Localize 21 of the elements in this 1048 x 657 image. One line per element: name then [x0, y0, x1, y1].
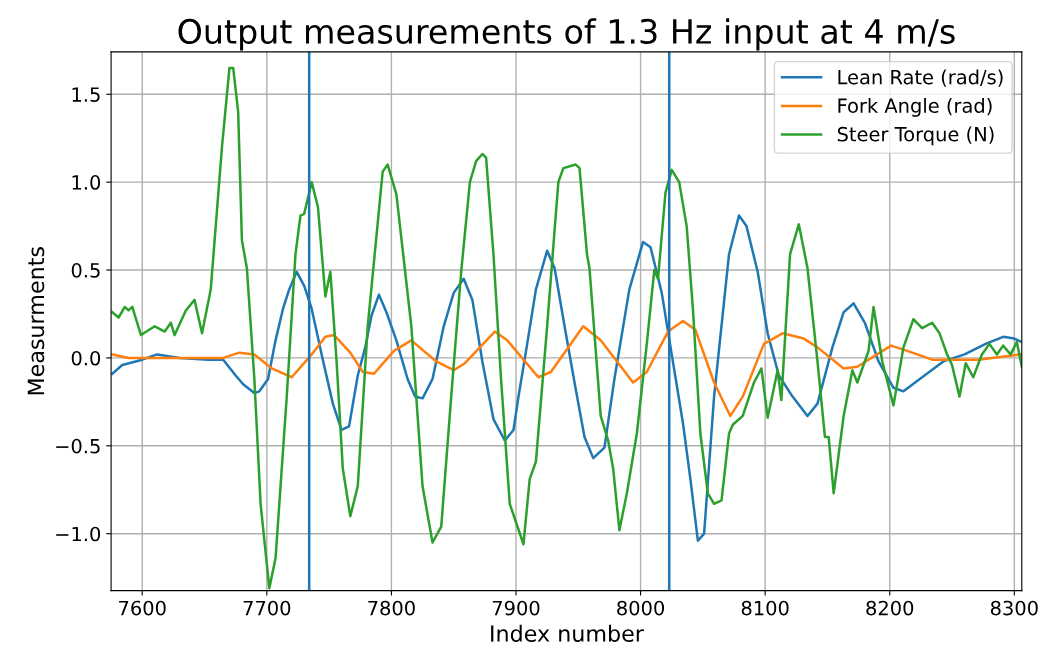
y-tick-label: 0.5 — [71, 262, 100, 278]
x-tick-label: 8300 — [990, 600, 1038, 616]
x-tick-label: 7900 — [492, 600, 540, 616]
chart-title: Output measurements of 1.3 Hz input at 4 m/s — [178, 18, 955, 51]
x-axis-title: Index number — [491, 624, 644, 642]
legend-label: Lean Rate (rad/s) — [838, 69, 1003, 87]
x-tick-label: 8000 — [617, 600, 665, 616]
y-axis-title: Measurments — [27, 247, 45, 395]
y-tick-label: 1.5 — [72, 87, 100, 102]
x-tick-label: 7800 — [368, 600, 415, 616]
x-tick-label: 8100 — [741, 600, 789, 616]
x-tick-label: 8200 — [866, 600, 914, 616]
legend-label: Fork Angle (rad) — [838, 97, 992, 117]
y-tick-label: −1.0 — [56, 526, 101, 542]
line-series — [111, 319, 1022, 418]
x-tick-label: 7700 — [243, 600, 291, 616]
y-tick-label: 0.0 — [71, 350, 101, 366]
legend-label: Steer Torque (N) — [837, 126, 994, 146]
y-tick-label: −0.5 — [56, 438, 100, 454]
y-tick-label: 1.0 — [72, 175, 101, 190]
x-tick-label: 7600 — [119, 600, 166, 616]
